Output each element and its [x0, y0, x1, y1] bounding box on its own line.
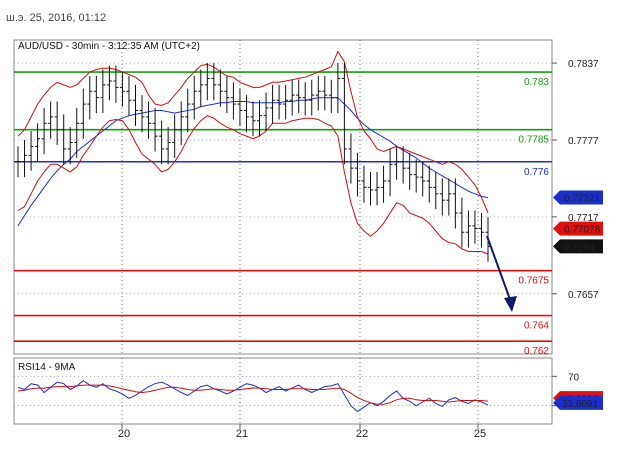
price-tag-label: 0.77321	[564, 194, 601, 205]
series-line	[17, 115, 489, 255]
time-axis: 20 21 22 25	[118, 424, 486, 440]
rsi-tag-label: 33.8091	[562, 399, 599, 410]
price-tags: 0.77321 0.77078 0.7694	[553, 190, 603, 254]
time-tick-label: 22	[356, 428, 368, 440]
price-tag-label: 0.7694	[564, 242, 595, 253]
price-tag-label: 0.77078	[564, 225, 601, 236]
rsi-title: RSI14 - 9MA	[18, 362, 76, 373]
price-tag-bg	[553, 190, 603, 205]
candles	[15, 63, 491, 262]
price-tick-label: 0.7717	[568, 213, 599, 224]
projection-arrow	[486, 235, 517, 312]
time-tick-label: 21	[236, 428, 248, 440]
projection-arrow-head	[504, 296, 517, 312]
rsi-pane	[13, 357, 553, 425]
time-tick-label: 25	[474, 428, 486, 440]
rsi-grid	[14, 358, 552, 424]
main-pane	[13, 39, 553, 355]
price-tick-label: 0.7777	[568, 136, 599, 147]
price-tag-bg	[553, 239, 603, 254]
level-label: 0.762	[524, 346, 549, 357]
price-tick-label: 0.7657	[568, 290, 599, 301]
rsi-axis: 703040.361933.8091	[552, 372, 603, 413]
price-tick-label: 0.7837	[568, 59, 599, 70]
level-lines: 0.783 0.7785 0.776 0.7675 0.764 0.762	[14, 71, 552, 357]
level-label: 0.764	[524, 321, 549, 332]
projection-arrow-line	[486, 235, 513, 306]
level-label: 0.7675	[518, 276, 549, 287]
time-tick-label: 20	[118, 428, 130, 440]
datetime-label: ш.э. 25, 2016, 01:12	[6, 12, 106, 24]
rsi-tag-bg	[553, 395, 603, 410]
level-label: 0.783	[524, 77, 549, 88]
price-tag-bg	[553, 221, 603, 236]
price-axis: 0.7837 0.7777 0.7717 0.7657	[552, 59, 599, 301]
level-label: 0.776	[524, 167, 549, 178]
main-chart-title: AUD/USD - 30min - 3:12:35 AM (UTC+2)	[18, 41, 200, 52]
rsi-tick-label: 70	[568, 372, 580, 383]
rsi-line	[17, 384, 489, 405]
rsi-series	[17, 380, 489, 413]
level-label: 0.7785	[518, 135, 549, 146]
series-line	[17, 50, 489, 214]
rsi-line	[17, 380, 489, 413]
